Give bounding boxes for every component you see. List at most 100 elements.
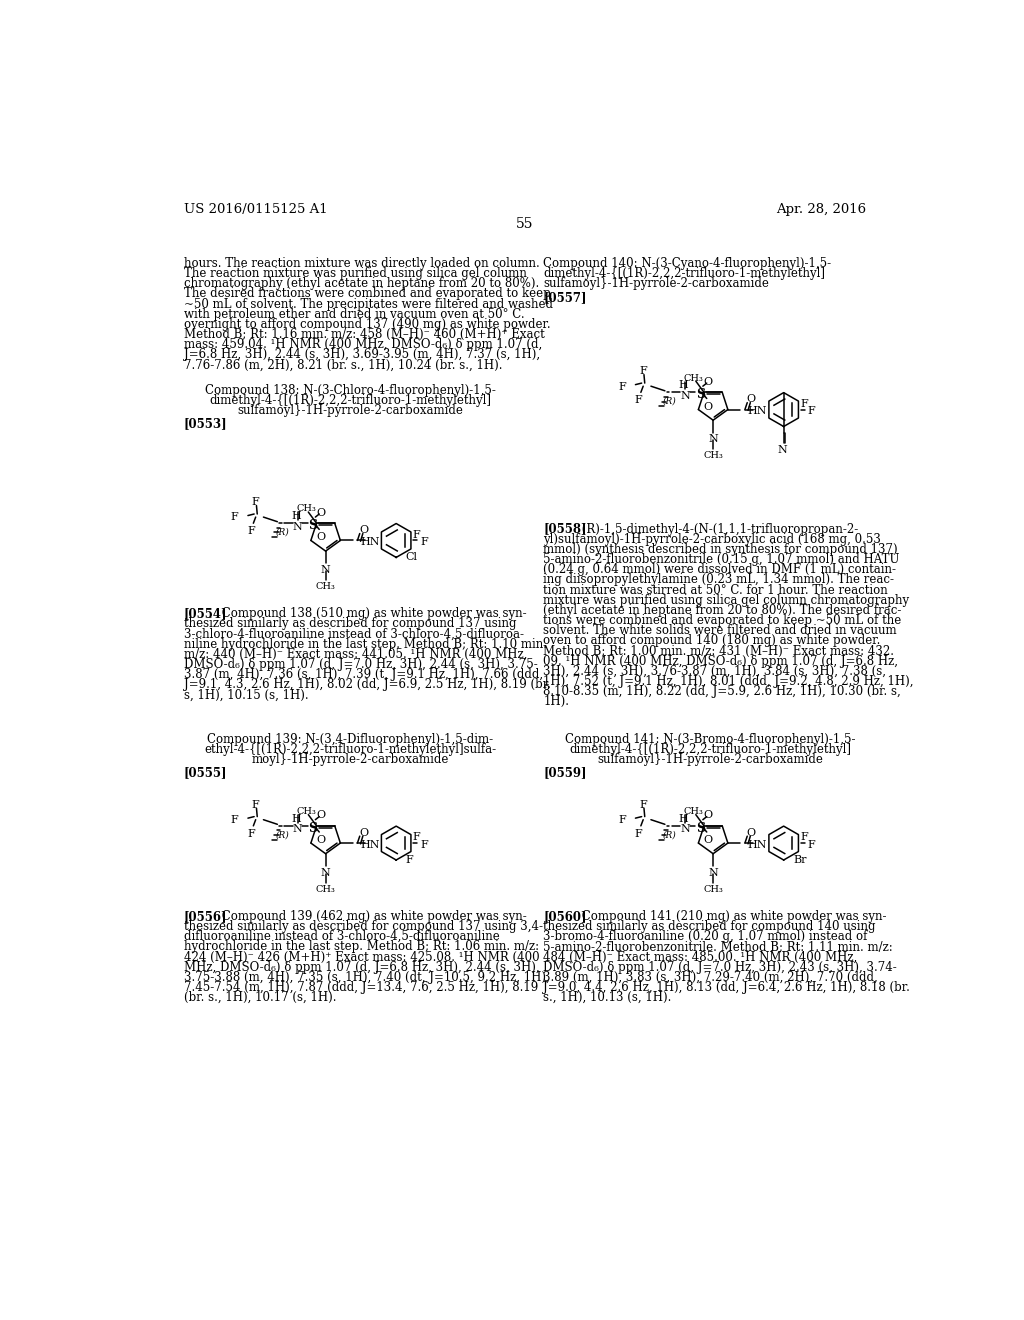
Text: J=9.1, 4.3, 2.6 Hz, 1H), 8.02 (dd, J=6.9, 2.5 Hz, 1H), 8.19 (br.: J=9.1, 4.3, 2.6 Hz, 1H), 8.02 (dd, J=6.9… — [183, 678, 551, 692]
Text: overnight to afford compound 137 (490 mg) as white powder.: overnight to afford compound 137 (490 mg… — [183, 318, 551, 331]
Text: 7.76-7.86 (m, 2H), 8.21 (br. s., 1H), 10.24 (br. s., 1H).: 7.76-7.86 (m, 2H), 8.21 (br. s., 1H), 10… — [183, 359, 503, 372]
Text: s., 1H), 10.13 (s, 1H).: s., 1H), 10.13 (s, 1H). — [544, 991, 672, 1005]
Text: H: H — [679, 380, 688, 389]
Text: F: F — [252, 800, 259, 809]
Text: (R): (R) — [275, 830, 289, 840]
Text: niline hydrochloride in the last step. Method B; Rt: 1.10 min.: niline hydrochloride in the last step. M… — [183, 638, 547, 651]
Text: 1H).: 1H). — [544, 696, 569, 709]
Text: F: F — [230, 814, 239, 825]
Text: MHz, DMSO-d₆) δ ppm 1.07 (d, J=6.8 Hz, 3H), 2.44 (s, 3H),: MHz, DMSO-d₆) δ ppm 1.07 (d, J=6.8 Hz, 3… — [183, 961, 540, 974]
Text: Br: Br — [793, 855, 807, 865]
Text: 09. ¹H NMR (400 MHz, DMSO-d₆) δ ppm 1.07 (d, J=6.8 Hz,: 09. ¹H NMR (400 MHz, DMSO-d₆) δ ppm 1.07… — [544, 655, 898, 668]
Text: [0554]: [0554] — [183, 607, 227, 620]
Text: CH₃: CH₃ — [296, 807, 316, 816]
Text: DMSO-d₆) δ ppm 1.07 (d, J=7.0 Hz, 3H), 2.44 (s, 3H), 3.75-: DMSO-d₆) δ ppm 1.07 (d, J=7.0 Hz, 3H), 2… — [183, 659, 538, 671]
Text: with petroleum ether and dried in vacuum oven at 50° C.: with petroleum ether and dried in vacuum… — [183, 308, 524, 321]
Text: CH₃: CH₃ — [684, 807, 703, 816]
Text: S: S — [696, 388, 706, 401]
Text: (R): (R) — [275, 528, 289, 537]
Text: Apr. 28, 2016: Apr. 28, 2016 — [775, 203, 866, 216]
Text: F: F — [639, 800, 647, 809]
Text: O: O — [316, 532, 326, 543]
Text: Method B; Rt: 1.00 min. m/z: 431 (M–H)⁻ Exact mass: 432.: Method B; Rt: 1.00 min. m/z: 431 (M–H)⁻ … — [544, 644, 894, 657]
Text: mmol) (synthesis described in synthesis for compound 137): mmol) (synthesis described in synthesis … — [544, 543, 898, 556]
Text: Compound 139 (462 mg) as white powder was syn-: Compound 139 (462 mg) as white powder wa… — [218, 909, 526, 923]
Text: chromatography (ethyl acetate in heptane from 20 to 80%).: chromatography (ethyl acetate in heptane… — [183, 277, 539, 290]
Text: HN: HN — [748, 840, 767, 850]
Text: oven to afford compound 140 (180 mg) as white powder.: oven to afford compound 140 (180 mg) as … — [544, 635, 881, 647]
Text: mass: 459.04. ¹H NMR (400 MHz, DMSO-d₆) δ ppm 1.07 (d,: mass: 459.04. ¹H NMR (400 MHz, DMSO-d₆) … — [183, 338, 542, 351]
Text: 7.45-7.54 (m, 1H), 7.87 (ddd, J=13.4, 7.6, 2.5 Hz, 1H), 8.19: 7.45-7.54 (m, 1H), 7.87 (ddd, J=13.4, 7.… — [183, 981, 538, 994]
Text: F: F — [230, 512, 239, 523]
Text: (R): (R) — [663, 397, 677, 407]
Text: J=6.8 Hz, 3H), 2.44 (s, 3H), 3.69-3.95 (m, 4H), 7.37 (s, 1H),: J=6.8 Hz, 3H), 2.44 (s, 3H), 3.69-3.95 (… — [183, 348, 540, 362]
Text: (br. s., 1H), 10.17 (s, 1H).: (br. s., 1H), 10.17 (s, 1H). — [183, 991, 336, 1005]
Text: J=9.0, 4.4, 2.6 Hz, 1H), 8.13 (dd, J=6.4, 2.6 Hz, 1H), 8.18 (br.: J=9.0, 4.4, 2.6 Hz, 1H), 8.13 (dd, J=6.4… — [544, 981, 910, 994]
Text: F: F — [413, 529, 421, 540]
Text: O: O — [746, 828, 756, 838]
Text: F: F — [252, 498, 259, 507]
Text: N: N — [680, 824, 690, 834]
Text: N: N — [321, 867, 331, 878]
Text: F: F — [420, 840, 428, 850]
Text: 3.89 (m, 1H), 3.83 (s, 3H), 7.29-7.40 (m, 2H), 7.70 (ddd,: 3.89 (m, 1H), 3.83 (s, 3H), 7.29-7.40 (m… — [544, 972, 879, 983]
Text: [0559]: [0559] — [544, 767, 587, 779]
Text: The desired fractions were combined and evaporated to keep: The desired fractions were combined and … — [183, 288, 551, 301]
Text: Compound 138: N-(3-Chloro-4-fluorophenyl)-1,5-: Compound 138: N-(3-Chloro-4-fluorophenyl… — [205, 384, 496, 397]
Text: ing diisopropylethylamine (0.23 mL, 1.34 mmol). The reac-: ing diisopropylethylamine (0.23 mL, 1.34… — [544, 573, 894, 586]
Text: hours. The reaction mixture was directly loaded on column.: hours. The reaction mixture was directly… — [183, 257, 540, 271]
Text: 484 (M–H)⁻ Exact mass: 485.00. ¹H NMR (400 MHz,: 484 (M–H)⁻ Exact mass: 485.00. ¹H NMR (4… — [544, 950, 858, 964]
Text: 424 (M–H)⁻ 426 (M+H)⁺ Exact mass: 425.08. ¹H NMR (400: 424 (M–H)⁻ 426 (M+H)⁺ Exact mass: 425.08… — [183, 950, 540, 964]
Text: F: F — [801, 833, 808, 842]
Text: tion mixture was stirred at 50° C. for 1 hour. The reaction: tion mixture was stirred at 50° C. for 1… — [544, 583, 888, 597]
Text: N: N — [709, 867, 718, 878]
Text: F: F — [801, 399, 808, 409]
Text: F: F — [635, 396, 642, 405]
Text: yl)sulfamoyl)-1H-pyrrole-2-carboxylic acid (168 mg, 0.53: yl)sulfamoyl)-1H-pyrrole-2-carboxylic ac… — [544, 533, 882, 545]
Text: H: H — [291, 813, 301, 824]
Text: O: O — [359, 525, 369, 535]
Text: dimethyl-4-{[(1R)-2,2,2-trifluoro-1-methylethyl]: dimethyl-4-{[(1R)-2,2,2-trifluoro-1-meth… — [210, 395, 492, 407]
Text: moyl}-1H-pyrrole-2-carboxamide: moyl}-1H-pyrrole-2-carboxamide — [252, 754, 450, 766]
Text: F: F — [247, 829, 255, 840]
Text: tions were combined and evaporated to keep ~50 mL of the: tions were combined and evaporated to ke… — [544, 614, 902, 627]
Text: O: O — [703, 401, 713, 412]
Text: dimethyl-4-{[(1R)-2,2,2-trifluoro-1-methylethyl]: dimethyl-4-{[(1R)-2,2,2-trifluoro-1-meth… — [544, 267, 825, 280]
Text: O: O — [316, 836, 326, 845]
Text: m/z: 440 (M–H)⁻ Exact mass: 441.05. ¹H NMR (400 MHz,: m/z: 440 (M–H)⁻ Exact mass: 441.05. ¹H N… — [183, 648, 527, 661]
Text: O: O — [703, 836, 713, 845]
Text: O: O — [316, 810, 326, 821]
Text: 55: 55 — [516, 216, 534, 231]
Text: 3H), 2.44 (s, 3H), 3.76-3.87 (m, 1H), 3.84 (s, 3H), 7.38 (s,: 3H), 2.44 (s, 3H), 3.76-3.87 (m, 1H), 3.… — [544, 665, 887, 678]
Text: O: O — [703, 810, 713, 821]
Text: O: O — [703, 378, 713, 387]
Text: Compound 141: N-(3-Bromo-4-fluorophenyl)-1,5-: Compound 141: N-(3-Bromo-4-fluorophenyl)… — [565, 733, 855, 746]
Text: N: N — [709, 434, 718, 444]
Text: 3-bromo-4-fluoroaniline (0.20 g, 1.07 mmol) instead of: 3-bromo-4-fluoroaniline (0.20 g, 1.07 mm… — [544, 931, 867, 944]
Text: Compound 139: N-(3,4-Difluorophenyl)-1,5-dim-: Compound 139: N-(3,4-Difluorophenyl)-1,5… — [208, 733, 494, 746]
Text: F: F — [618, 381, 626, 392]
Text: ~50 mL of solvent. The precipitates were filtered and washed: ~50 mL of solvent. The precipitates were… — [183, 297, 553, 310]
Text: O: O — [359, 828, 369, 838]
Text: solvent. The white solids were filtered and dried in vacuum: solvent. The white solids were filtered … — [544, 624, 897, 638]
Text: F: F — [808, 840, 815, 850]
Text: F: F — [247, 527, 255, 536]
Text: thesized similarly as described for compound 140 using: thesized similarly as described for comp… — [544, 920, 876, 933]
Text: S: S — [308, 822, 317, 836]
Text: N: N — [680, 391, 690, 401]
Text: US 2016/0115125 A1: US 2016/0115125 A1 — [183, 203, 328, 216]
Text: F: F — [618, 814, 626, 825]
Text: O: O — [316, 508, 326, 517]
Text: F: F — [639, 366, 647, 376]
Text: [0555]: [0555] — [183, 767, 227, 779]
Text: [0558]: [0558] — [544, 523, 587, 536]
Text: Compound 140: N-(3-Cyano-4-fluorophenyl)-1,5-: Compound 140: N-(3-Cyano-4-fluorophenyl)… — [544, 257, 831, 271]
Text: sulfamoyl}-1H-pyrrole-2-carboxamide: sulfamoyl}-1H-pyrrole-2-carboxamide — [597, 754, 823, 766]
Text: 3.75-3.88 (m, 4H), 7.35 (s, 1H), 7.40 (dt, J=10.5, 9.2 Hz, 1H),: 3.75-3.88 (m, 4H), 7.35 (s, 1H), 7.40 (d… — [183, 972, 550, 983]
Text: difluoroaniline instead of 3-chloro-4,5-difluoroaniline: difluoroaniline instead of 3-chloro-4,5-… — [183, 931, 500, 944]
Text: CH₃: CH₃ — [703, 884, 723, 894]
Text: dimethyl-4-{[(1R)-2,2,2-trifluoro-1-methylethyl]: dimethyl-4-{[(1R)-2,2,2-trifluoro-1-meth… — [569, 743, 851, 756]
Text: DMSO-d₆) δ ppm 1.07 (d, J=7.0 Hz, 3H), 2.43 (s, 3H), 3.74-: DMSO-d₆) δ ppm 1.07 (d, J=7.0 Hz, 3H), 2… — [544, 961, 897, 974]
Text: N: N — [321, 565, 331, 576]
Text: Method B; Rt: 1.16 min. m/z: 458 (M–H)⁻ 460 (M+H)⁺ Exact: Method B; Rt: 1.16 min. m/z: 458 (M–H)⁻ … — [183, 329, 545, 341]
